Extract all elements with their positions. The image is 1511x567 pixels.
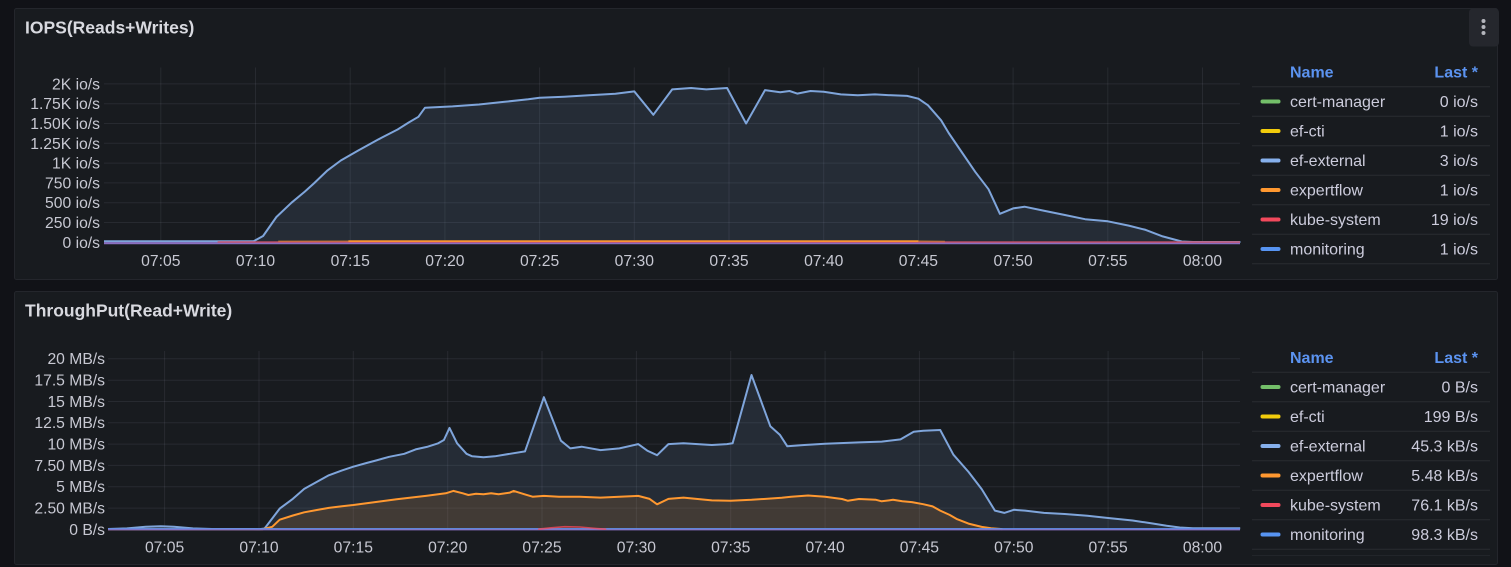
svg-text:1.25K io/s: 1.25K io/s: [30, 136, 100, 153]
svg-text:19 io/s: 19 io/s: [1431, 212, 1478, 229]
svg-text:3 io/s: 3 io/s: [1440, 153, 1478, 170]
svg-text:1 io/s: 1 io/s: [1440, 183, 1478, 200]
svg-text:Name: Name: [1290, 350, 1334, 367]
svg-text:expertflow: expertflow: [1290, 468, 1363, 485]
svg-text:cert-manager: cert-manager: [1290, 380, 1386, 397]
svg-text:10 MB/s: 10 MB/s: [47, 437, 105, 454]
svg-text:07:45: 07:45: [900, 539, 940, 556]
svg-text:20 MB/s: 20 MB/s: [47, 351, 105, 368]
svg-text:ef-cti: ef-cti: [1290, 124, 1325, 141]
svg-text:IOPS(Reads+Writes): IOPS(Reads+Writes): [25, 18, 194, 38]
svg-text:monitoring: monitoring: [1290, 242, 1365, 259]
svg-text:08:00: 08:00: [1183, 253, 1223, 270]
svg-text:45.3 kB/s: 45.3 kB/s: [1411, 439, 1478, 456]
svg-text:ef-cti: ef-cti: [1290, 409, 1325, 426]
svg-text:1 io/s: 1 io/s: [1440, 242, 1478, 259]
svg-text:monitoring: monitoring: [1290, 527, 1365, 544]
svg-text:750 io/s: 750 io/s: [45, 175, 100, 192]
svg-text:2.50 MB/s: 2.50 MB/s: [34, 501, 105, 518]
svg-text:76.1 kB/s: 76.1 kB/s: [1411, 498, 1478, 515]
svg-text:2K io/s: 2K io/s: [52, 76, 100, 93]
svg-text:17.5 MB/s: 17.5 MB/s: [34, 373, 105, 390]
svg-text:07:55: 07:55: [1088, 539, 1128, 556]
svg-text:expertflow: expertflow: [1290, 183, 1363, 200]
svg-text:07:10: 07:10: [236, 253, 276, 270]
svg-text:08:00: 08:00: [1183, 539, 1223, 556]
svg-text:15 MB/s: 15 MB/s: [47, 394, 105, 411]
svg-text:5 MB/s: 5 MB/s: [56, 479, 105, 496]
svg-text:07:05: 07:05: [141, 253, 181, 270]
svg-text:0 io/s: 0 io/s: [63, 235, 101, 252]
svg-text:07:15: 07:15: [334, 539, 374, 556]
svg-text:07:05: 07:05: [145, 539, 185, 556]
svg-text:07:15: 07:15: [331, 253, 371, 270]
svg-text:07:50: 07:50: [993, 253, 1033, 270]
svg-text:ef-external: ef-external: [1290, 439, 1366, 456]
svg-text:cert-manager: cert-manager: [1290, 94, 1386, 111]
svg-text:500 io/s: 500 io/s: [45, 195, 100, 212]
svg-text:5.48 kB/s: 5.48 kB/s: [1411, 468, 1478, 485]
svg-text:07:25: 07:25: [522, 539, 562, 556]
svg-text:kube-system: kube-system: [1290, 498, 1381, 515]
svg-text:07:35: 07:35: [711, 539, 751, 556]
svg-text:07:30: 07:30: [615, 253, 655, 270]
svg-text:1.50K io/s: 1.50K io/s: [30, 116, 100, 133]
svg-text:250 io/s: 250 io/s: [45, 215, 100, 232]
svg-text:07:20: 07:20: [425, 253, 465, 270]
svg-text:07:40: 07:40: [804, 253, 844, 270]
svg-text:07:30: 07:30: [617, 539, 657, 556]
svg-text:07:10: 07:10: [239, 539, 279, 556]
svg-text:1.75K io/s: 1.75K io/s: [30, 96, 100, 113]
svg-text:0 B/s: 0 B/s: [1442, 380, 1478, 397]
svg-text:07:55: 07:55: [1088, 253, 1128, 270]
svg-text:07:45: 07:45: [899, 253, 939, 270]
svg-text:07:20: 07:20: [428, 539, 468, 556]
svg-text:ThroughPut(Read+Write): ThroughPut(Read+Write): [25, 301, 232, 321]
svg-text:ef-external: ef-external: [1290, 153, 1366, 170]
svg-text:Last *: Last *: [1434, 65, 1478, 82]
svg-text:0 io/s: 0 io/s: [1440, 94, 1478, 111]
svg-text:07:40: 07:40: [805, 539, 845, 556]
svg-text:1K io/s: 1K io/s: [52, 156, 100, 173]
svg-text:07:50: 07:50: [994, 539, 1034, 556]
svg-text:98.3 kB/s: 98.3 kB/s: [1411, 527, 1478, 544]
svg-text:Name: Name: [1290, 65, 1334, 82]
svg-text:Last *: Last *: [1434, 350, 1478, 367]
svg-text:0 B/s: 0 B/s: [69, 522, 105, 539]
svg-text:12.5 MB/s: 12.5 MB/s: [34, 415, 105, 432]
svg-text:1 io/s: 1 io/s: [1440, 124, 1478, 141]
svg-text:07:25: 07:25: [520, 253, 560, 270]
svg-text:7.50 MB/s: 7.50 MB/s: [34, 458, 105, 475]
svg-text:07:35: 07:35: [709, 253, 749, 270]
svg-text:199 B/s: 199 B/s: [1424, 409, 1478, 426]
svg-text:kube-system: kube-system: [1290, 212, 1381, 229]
